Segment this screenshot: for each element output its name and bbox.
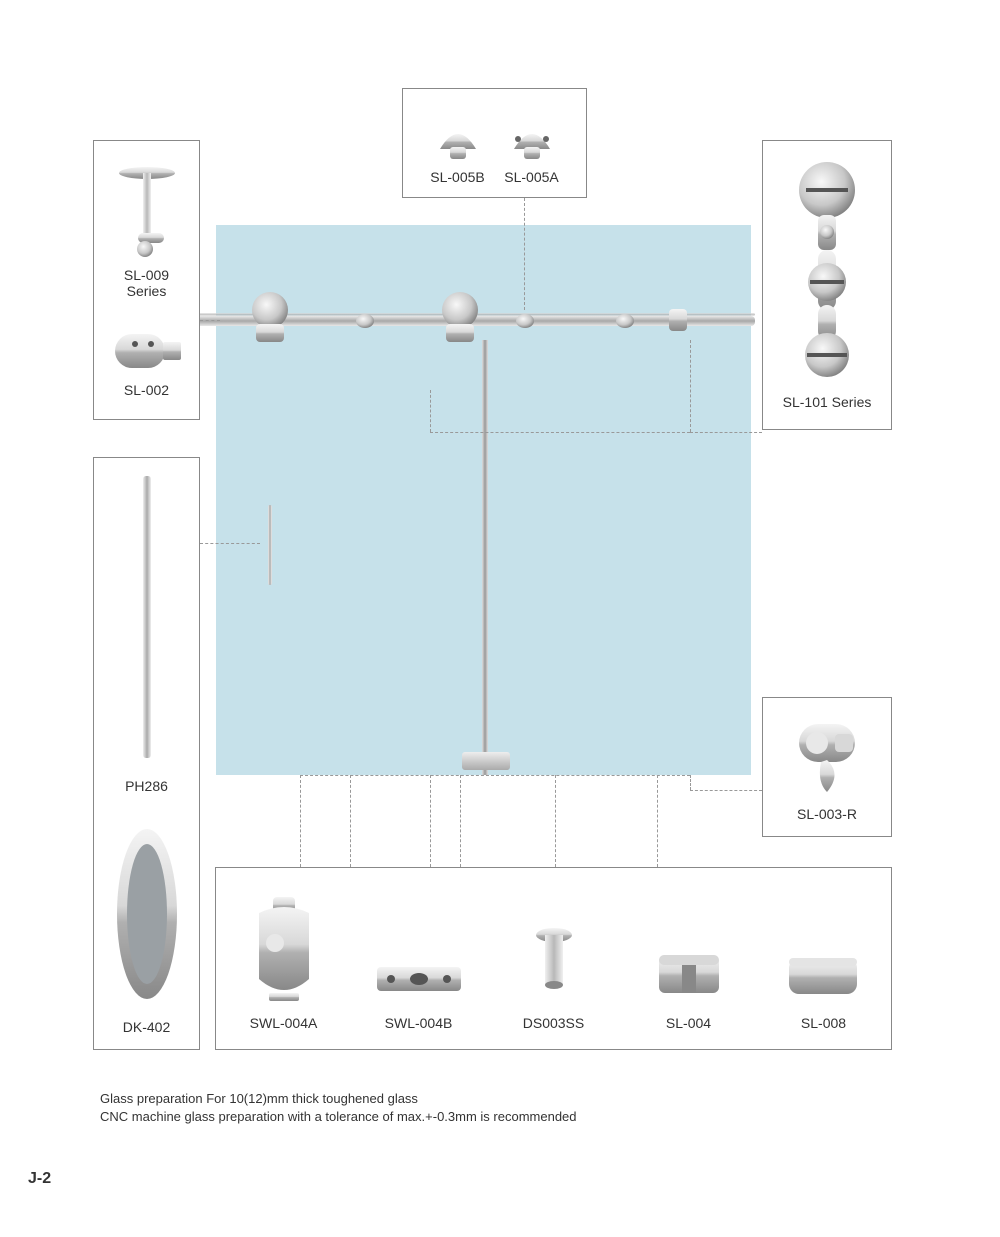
track-stopper xyxy=(665,305,691,335)
connector xyxy=(430,390,431,432)
sl005b-label: SL-005B xyxy=(430,169,484,185)
dk402-label: DK-402 xyxy=(123,1019,170,1035)
sl005a-label: SL-005A xyxy=(504,169,558,185)
glass-door-handle xyxy=(268,505,272,585)
box-ph286-dk402: PH286 DK-402 xyxy=(93,457,200,1050)
sl004-label: SL-004 xyxy=(666,1015,711,1031)
footer-line2: CNC machine glass preparation with a tol… xyxy=(100,1108,577,1126)
footer-text: Glass preparation For 10(12)mm thick tou… xyxy=(100,1090,577,1126)
connector xyxy=(555,775,556,867)
connector xyxy=(200,543,260,544)
sl008-icon xyxy=(781,948,866,1003)
glass-divider xyxy=(482,340,488,775)
footer-line1: Glass preparation For 10(12)mm thick tou… xyxy=(100,1090,577,1108)
track-stopper xyxy=(355,312,375,330)
connector xyxy=(460,775,461,867)
sl003r-label: SL-003-R xyxy=(797,806,857,822)
track-roller xyxy=(430,290,490,350)
track-stopper xyxy=(615,312,635,330)
sl101-icon xyxy=(782,160,872,390)
connector xyxy=(300,775,301,867)
bottom-row: SWL-004A SWL-004B DS003SS SL-004 SL- xyxy=(215,867,892,1050)
ph286-label: PH286 xyxy=(125,778,168,794)
track-stopper xyxy=(515,312,535,330)
connector xyxy=(524,198,525,310)
connector xyxy=(200,320,220,321)
swl004b-icon xyxy=(369,953,469,1003)
connector xyxy=(430,432,690,433)
box-sl005: SL-005B SL-005A xyxy=(402,88,587,198)
sl009-sublabel: Series xyxy=(127,283,167,299)
sl002-icon xyxy=(107,322,187,378)
connector xyxy=(430,775,431,867)
connector xyxy=(690,340,691,432)
connector xyxy=(300,775,690,776)
box-sl009-sl002: SL-009 Series SL-002 xyxy=(93,140,200,420)
ph286-icon xyxy=(143,476,151,758)
sl003r-icon xyxy=(787,712,867,802)
sl005a-icon xyxy=(504,109,560,165)
connector xyxy=(690,775,691,790)
swl004a-label: SWL-004A xyxy=(250,1015,318,1031)
sl004-icon xyxy=(649,943,729,1003)
connector xyxy=(690,432,762,433)
page-number: J-2 xyxy=(28,1170,51,1188)
sl009-label: SL-009 xyxy=(124,267,169,283)
ds003ss-icon xyxy=(529,923,579,1003)
track-roller xyxy=(240,290,300,350)
box-sl003r: SL-003-R xyxy=(762,697,892,837)
sl005b-icon xyxy=(430,109,486,165)
sl009-icon xyxy=(112,163,182,263)
connector xyxy=(350,775,351,867)
floor-guide xyxy=(462,752,510,770)
sl008-label: SL-008 xyxy=(801,1015,846,1031)
ds003ss-label: DS003SS xyxy=(523,1015,584,1031)
connector xyxy=(657,775,658,867)
swl004b-label: SWL-004B xyxy=(385,1015,453,1031)
sl002-label: SL-002 xyxy=(124,382,169,398)
connector xyxy=(690,790,762,791)
box-sl101: SL-101 Series xyxy=(762,140,892,430)
sl101-label: SL-101 Series xyxy=(783,394,872,410)
dk402-icon xyxy=(112,824,182,999)
swl004a-icon xyxy=(239,893,329,1003)
